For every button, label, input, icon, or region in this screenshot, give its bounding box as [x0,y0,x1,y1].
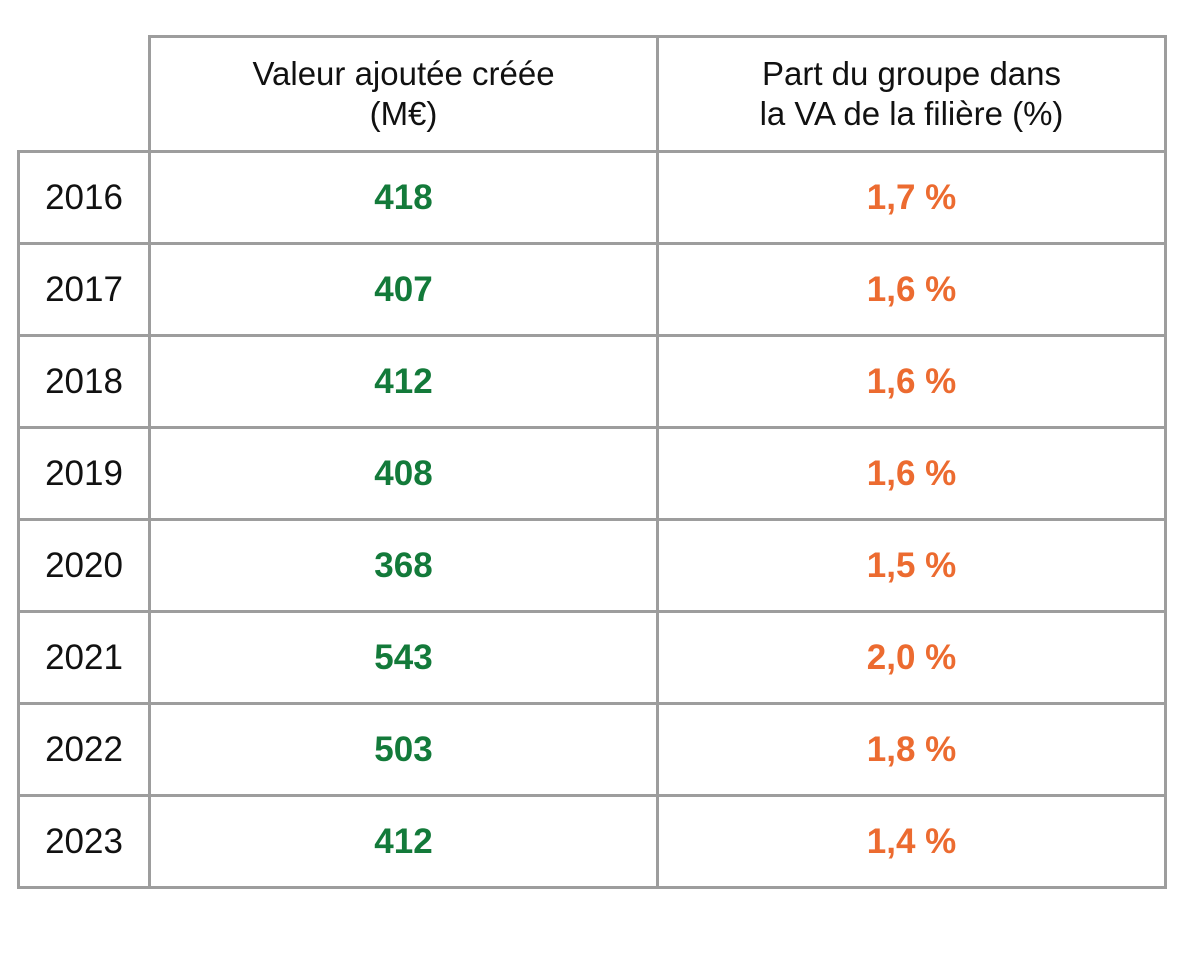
pct-cell: 1,8 % [656,702,1167,797]
pct-cell: 1,7 % [656,150,1167,245]
table-row: 2019 408 1,6 % [17,426,1167,521]
pct-cell: 1,6 % [656,334,1167,429]
header-pct-line2: la VA de la filière (%) [759,95,1064,132]
pct-cell: 1,5 % [656,518,1167,613]
va-cell: 408 [148,426,659,521]
header-pct-line1: Part du groupe dans [761,55,1062,92]
pct-cell: 2,0 % [656,610,1167,705]
data-table: Valeur ajoutée créée (M€) Part du groupe… [17,35,1167,889]
table-row: 2018 412 1,6 % [17,334,1167,429]
va-cell: 503 [148,702,659,797]
va-cell: 412 [148,334,659,429]
header-row: Valeur ajoutée créée (M€) Part du groupe… [18,35,1167,153]
year-cell: 2021 [17,610,151,705]
table-row: 2023 412 1,4 % [17,794,1167,889]
year-cell: 2019 [17,426,151,521]
year-cell: 2020 [17,518,151,613]
header-va-line1: Valeur ajoutée créée [252,55,555,92]
year-cell: 2016 [17,150,151,245]
year-cell: 2022 [17,702,151,797]
header-pct: Part du groupe dans la VA de la filière … [656,35,1167,153]
table-row: 2022 503 1,8 % [17,702,1167,797]
va-cell: 543 [148,610,659,705]
pct-cell: 1,6 % [656,242,1167,337]
va-cell: 412 [148,794,659,889]
header-va-line2: (M€) [369,95,438,132]
table-row: 2020 368 1,5 % [17,518,1167,613]
year-cell: 2018 [17,334,151,429]
pct-cell: 1,6 % [656,426,1167,521]
va-cell: 418 [148,150,659,245]
table-row: 2017 407 1,6 % [17,242,1167,337]
corner-cell [18,36,151,153]
pct-cell: 1,4 % [656,794,1167,889]
va-cell: 368 [148,518,659,613]
year-cell: 2017 [17,242,151,337]
va-cell: 407 [148,242,659,337]
year-cell: 2023 [17,794,151,889]
table-row: 2016 418 1,7 % [17,150,1167,245]
header-va: Valeur ajoutée créée (M€) [148,35,659,153]
table-row: 2021 543 2,0 % [17,610,1167,705]
